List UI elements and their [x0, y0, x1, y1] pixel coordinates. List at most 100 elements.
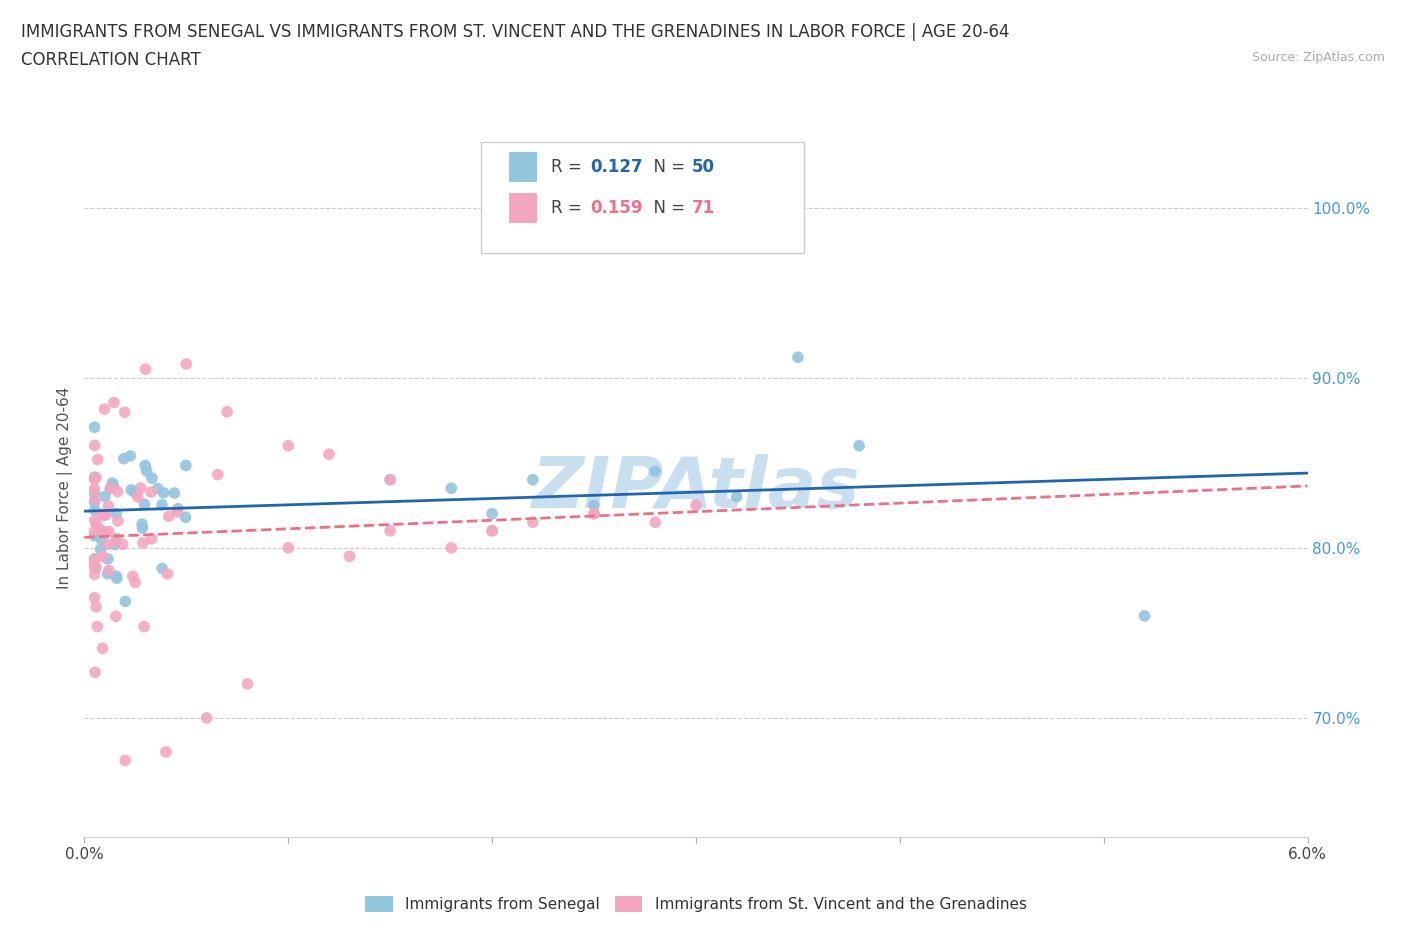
Point	[105, 533, 128, 548]
Point	[105, 531, 128, 546]
Point	[583, 498, 606, 512]
Point	[97, 525, 120, 539]
Point	[236, 676, 259, 691]
Point	[141, 471, 163, 485]
Point	[120, 483, 142, 498]
Point	[195, 711, 218, 725]
Point	[104, 538, 127, 552]
Point	[89, 522, 111, 537]
Point	[91, 641, 114, 656]
Point	[98, 481, 121, 496]
Point	[83, 419, 105, 434]
Point	[725, 489, 748, 504]
Point	[94, 525, 117, 539]
Point	[139, 485, 162, 499]
Point	[134, 497, 156, 512]
Point	[97, 537, 120, 551]
Text: Source: ZipAtlas.com: Source: ZipAtlas.com	[1251, 51, 1385, 64]
Point	[481, 524, 503, 538]
Point	[90, 507, 112, 522]
Point	[127, 489, 149, 504]
Point	[167, 501, 190, 516]
Point	[277, 540, 299, 555]
Point	[103, 395, 125, 410]
Point	[134, 458, 156, 473]
Point	[84, 492, 107, 507]
Point	[94, 508, 117, 523]
Point	[93, 508, 115, 523]
Point	[97, 563, 120, 578]
Point	[166, 505, 188, 520]
Point	[152, 485, 174, 500]
Point	[1133, 608, 1156, 623]
Point	[120, 448, 142, 463]
Point	[114, 753, 136, 768]
Point	[217, 405, 239, 419]
Point	[114, 405, 136, 419]
Point	[83, 560, 105, 575]
Point	[135, 464, 157, 479]
Point	[440, 481, 463, 496]
Point	[112, 451, 135, 466]
Point	[90, 525, 112, 539]
Point	[176, 356, 198, 371]
Point	[481, 506, 503, 521]
Point	[83, 567, 105, 582]
Point	[787, 350, 810, 365]
Point	[848, 438, 870, 453]
Point	[105, 571, 128, 586]
Text: N =: N =	[643, 158, 690, 176]
Point	[83, 438, 105, 453]
Text: ZIPAtlas: ZIPAtlas	[531, 454, 860, 523]
Point	[132, 619, 155, 634]
Text: 0.159: 0.159	[591, 199, 643, 217]
Point	[644, 464, 666, 479]
Point	[207, 467, 229, 482]
Point	[94, 489, 117, 504]
Point	[644, 515, 666, 530]
Point	[84, 471, 107, 485]
Point	[380, 524, 402, 538]
Point	[131, 517, 153, 532]
Point	[84, 517, 107, 532]
Point	[124, 575, 146, 590]
Point	[83, 485, 105, 500]
Point	[174, 458, 197, 473]
Point	[83, 470, 105, 485]
Text: 0.127: 0.127	[591, 158, 644, 176]
Point	[83, 513, 105, 528]
Point	[685, 498, 707, 512]
Point	[83, 551, 105, 566]
Point	[97, 566, 120, 581]
Point	[440, 540, 463, 555]
Point	[380, 472, 402, 487]
Point	[83, 525, 105, 539]
Point	[522, 472, 544, 487]
Point	[157, 509, 180, 524]
Point	[91, 549, 114, 564]
Point	[83, 502, 105, 517]
Point	[107, 513, 129, 528]
Point	[83, 495, 105, 510]
Point	[155, 745, 177, 760]
Point	[522, 515, 544, 530]
Point	[83, 482, 105, 497]
Point	[101, 475, 124, 490]
Point	[481, 524, 503, 538]
Text: IMMIGRANTS FROM SENEGAL VS IMMIGRANTS FROM ST. VINCENT AND THE GRENADINES IN LAB: IMMIGRANTS FROM SENEGAL VS IMMIGRANTS FR…	[21, 23, 1010, 41]
Point	[83, 551, 105, 566]
Text: 50: 50	[692, 158, 714, 176]
Text: R =: R =	[551, 199, 588, 217]
Point	[90, 542, 112, 557]
Point	[163, 485, 186, 500]
Point	[90, 532, 112, 547]
Point	[83, 528, 105, 543]
Point	[131, 521, 153, 536]
Point	[146, 481, 169, 496]
Point	[132, 536, 155, 551]
Legend: Immigrants from Senegal, Immigrants from St. Vincent and the Grenadines: Immigrants from Senegal, Immigrants from…	[357, 889, 1035, 920]
Point	[105, 568, 128, 583]
Point	[86, 452, 108, 467]
Point	[135, 362, 157, 377]
Point	[174, 510, 197, 525]
